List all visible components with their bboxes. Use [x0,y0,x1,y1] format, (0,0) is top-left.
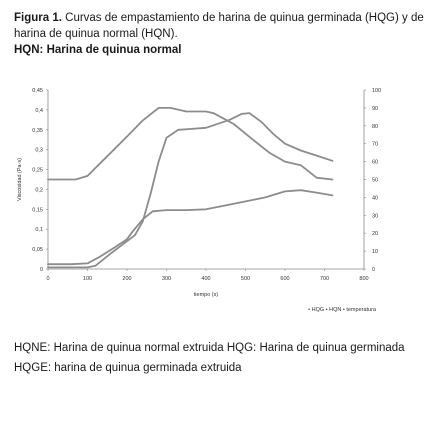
x-tick-label: 600 [280,276,289,282]
y2-tick-label: 40 [372,195,378,201]
y2-tick-label: 90 [372,106,378,112]
y-axis-label: Viscosidad (Pa·s) [17,158,23,201]
legend-entry-hqg: • HQG [308,307,324,313]
figure-subtitle: HQN: Harina de quinua normal [14,44,182,56]
note-line-1: HQNE: Harina de quinua normal extruida H… [14,342,405,354]
y-tick-label: 0,35 [32,128,43,134]
x-axis-ticks: 0 100 200 300 400 500 600 700 800 [46,269,369,282]
y-tick-label: 0 [40,267,43,273]
legend-entry-hqn: • HQN [324,307,341,313]
x-tick-label: 0 [46,276,49,282]
figure-caption: Figura 1. Curvas de empastamiento de har… [14,10,434,58]
pasting-curve-chart: 0 0,05 0,1 0,15 0,2 0,25 0,3 0,35 0,4 0,45 0 10 20 3… [17,88,381,313]
series-line-hqg [47,189,334,266]
y-tick-label: 0,2 [35,187,43,193]
y2-tick-label: 60 [372,160,378,166]
x-axis-label: tiempo (s) [194,292,219,298]
chart-legend: • HQG • HQN • temperatura [308,307,377,313]
legend-entries: • HQG • HQN • temperatura [308,307,377,313]
y2-tick-label: 80 [372,124,378,130]
y2-tick-label: 10 [372,249,378,255]
y-tick-label: 0,4 [35,108,43,114]
x-tick-label: 500 [241,276,250,282]
y-tick-label: 0,05 [32,247,43,253]
x-tick-label: 400 [201,276,210,282]
series-line-hqn [47,112,334,269]
chart-series [47,107,334,269]
x-tick-label: 700 [320,276,329,282]
y2-tick-label: 0 [372,267,375,273]
figure-notes: HQNE: Harina de quinua normal extruida H… [14,338,434,378]
x-tick-label: 100 [83,276,92,282]
y2-tick-label: 100 [372,88,381,94]
y2-axis-ticks: 0 10 20 30 40 50 60 70 80 90 100 [364,88,381,273]
y-tick-label: 0,25 [32,168,43,174]
legend-entry-temperatura: • temperatura [341,307,377,313]
y-tick-label: 0,3 [35,148,43,154]
y2-tick-label: 70 [372,142,378,148]
note-line-2: HQGE: harina de quinua germinada extruid… [14,362,242,374]
y-tick-label: 0,45 [32,88,43,94]
figure-label: Figura 1. [14,12,62,24]
chart-axes [47,90,365,270]
x-tick-label: 800 [359,276,368,282]
y2-tick-label: 50 [372,178,378,184]
y-tick-label: 0,15 [32,207,43,213]
y-tick-label: 0,1 [35,227,43,233]
figure-caption-text: Curvas de empastamiento de harina de qui… [14,12,424,40]
x-tick-label: 300 [162,276,171,282]
y-axis-ticks: 0 0,05 0,1 0,15 0,2 0,25 0,3 0,35 0,4 0,45 [32,88,48,273]
x-tick-label: 200 [122,276,131,282]
y2-tick-label: 30 [372,213,378,219]
y2-tick-label: 20 [372,231,378,237]
series-line-temperatura [47,107,334,181]
